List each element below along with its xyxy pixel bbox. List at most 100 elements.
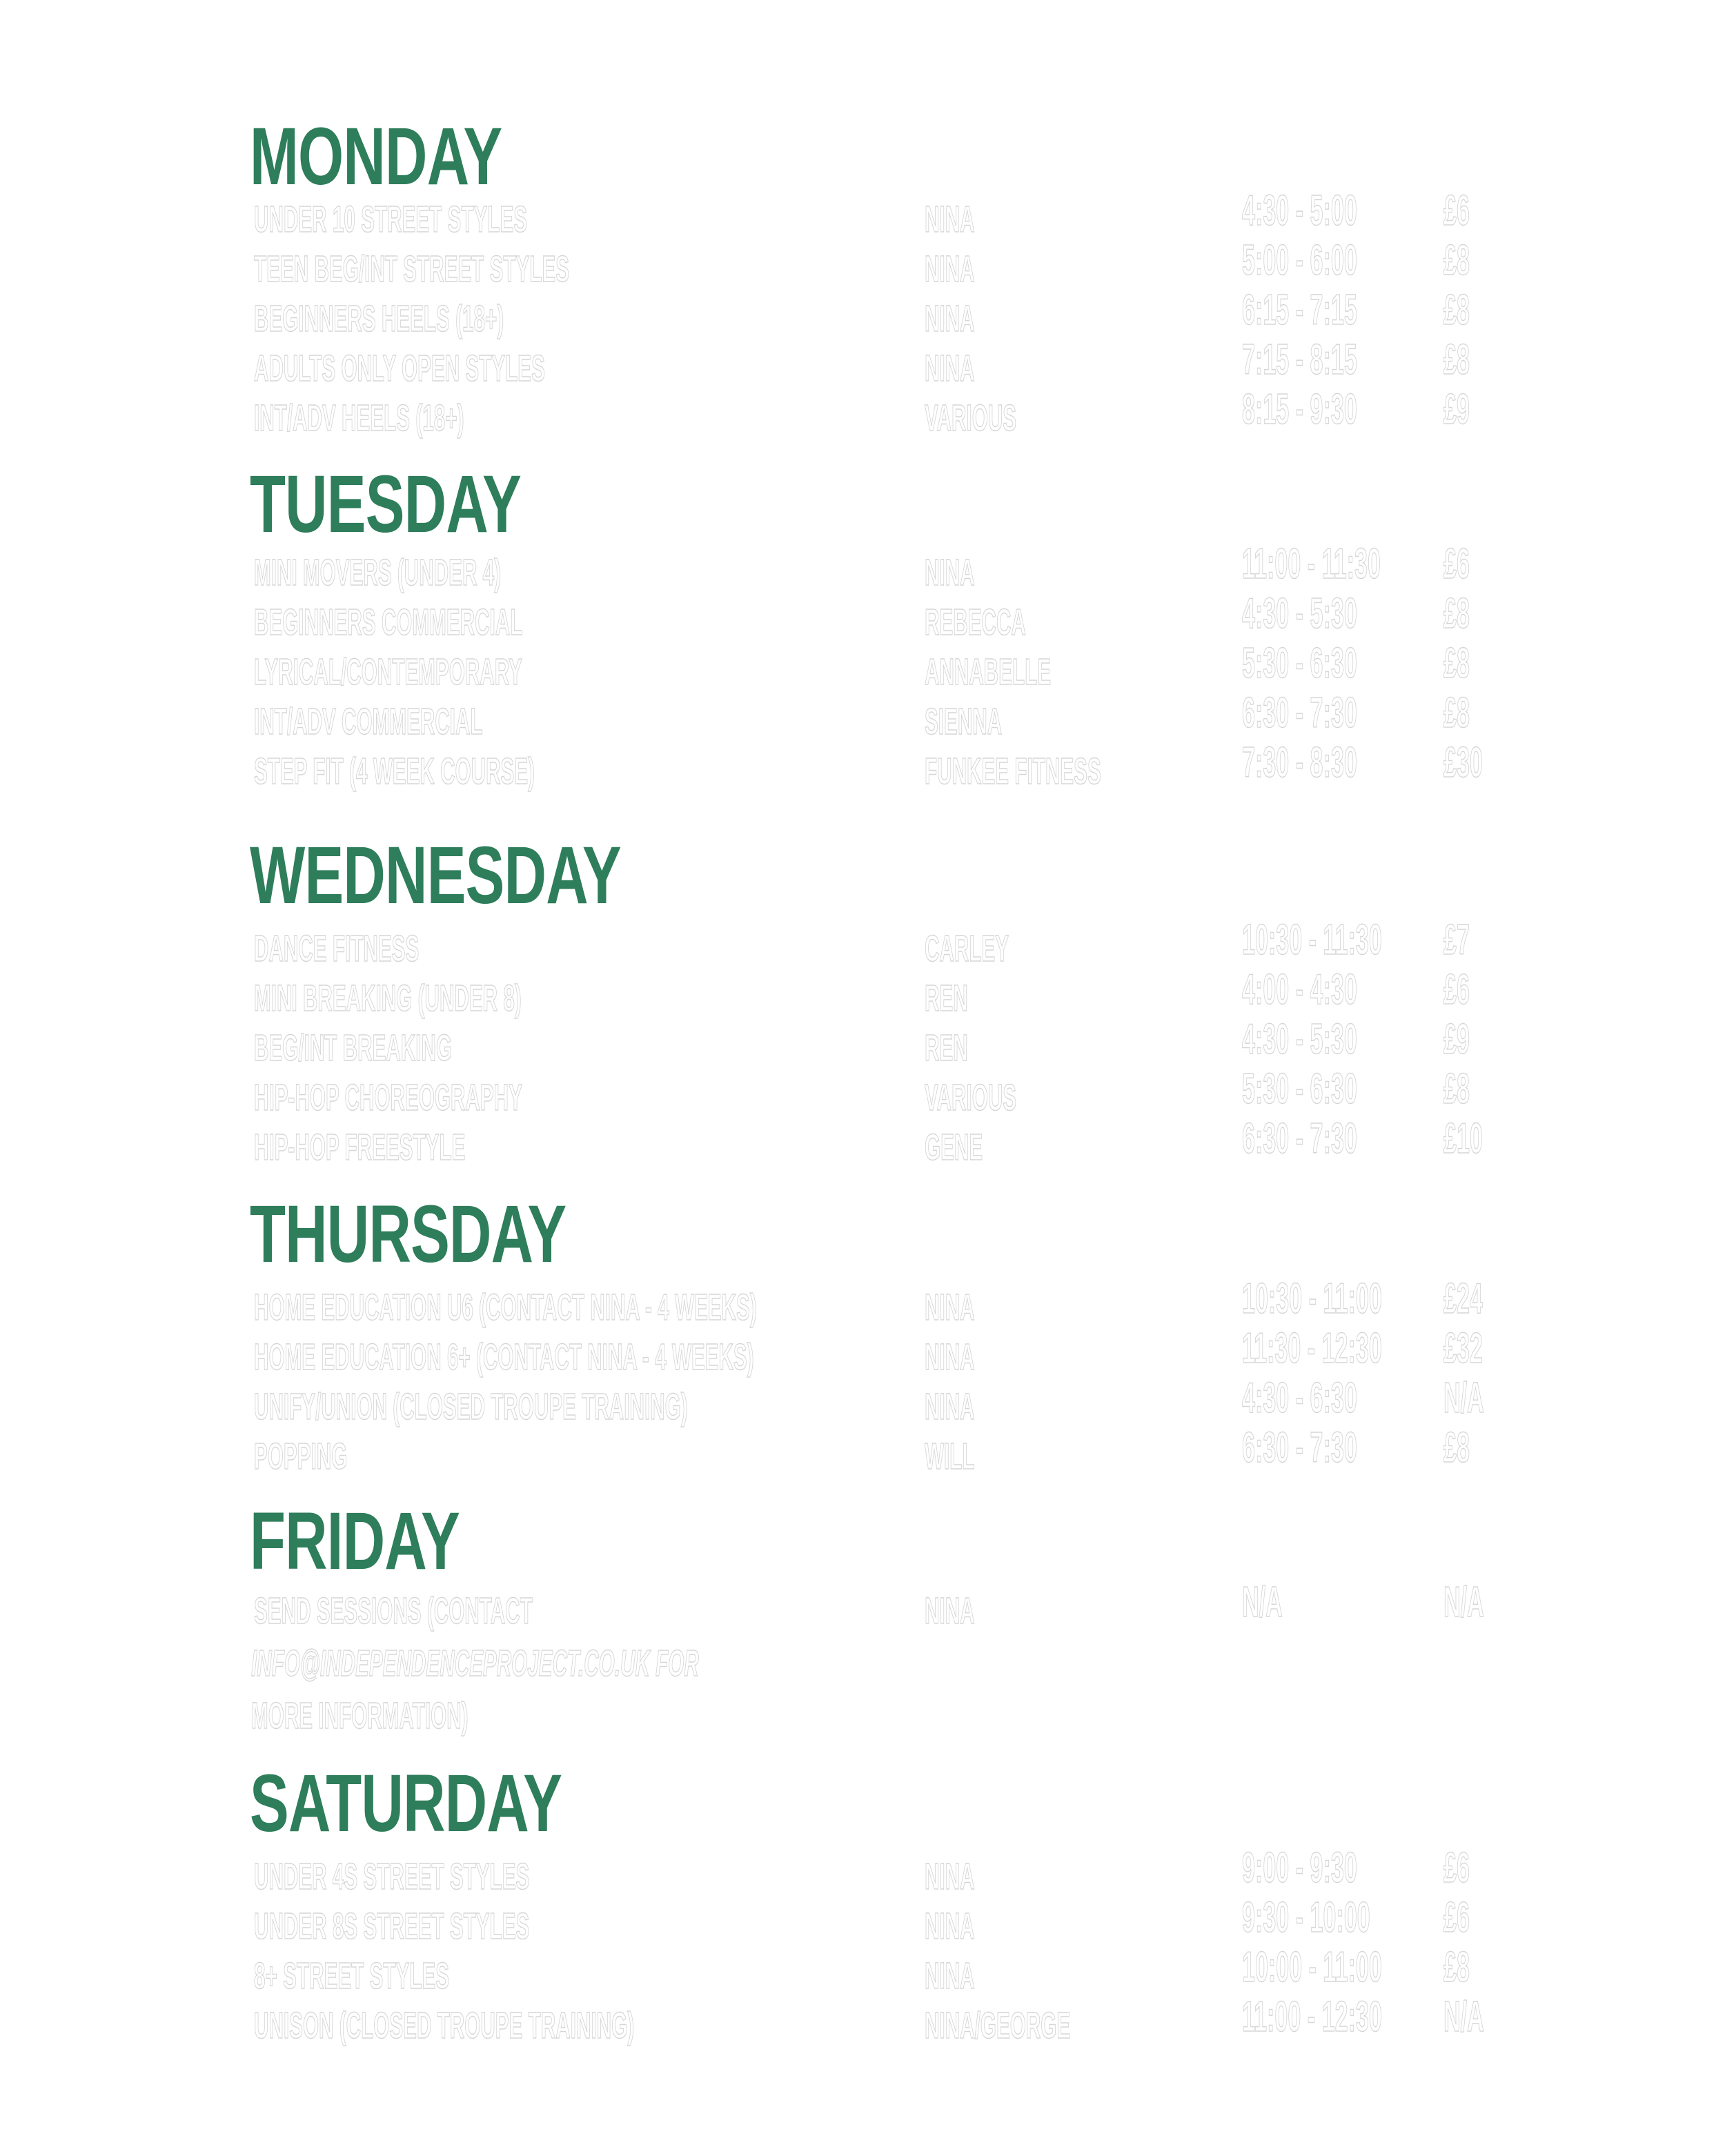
class-teacher: GENE	[925, 1126, 983, 1169]
contact-email-link[interactable]: INFO@INDEPENDENCEPROJECT.CO.UK FOR	[251, 1642, 700, 1685]
class-price: £8	[1443, 689, 1470, 737]
class-class: UNDER 8S STREET STYLES	[254, 1905, 530, 1948]
class-time: 7:30 - 8:30	[1242, 739, 1358, 787]
class-class: TEEN BEG/INT STREET STYLES	[254, 248, 570, 290]
class-time: 8:15 - 9:30	[1242, 386, 1358, 433]
class-teacher: NINA	[925, 297, 975, 340]
class-price: £32	[1443, 1325, 1483, 1372]
class-teacher: NINA	[925, 1385, 975, 1428]
class-price: £6	[1443, 1844, 1470, 1892]
class-time: 9:30 - 10:00	[1242, 1894, 1371, 1941]
class-teacher: NINA	[925, 248, 975, 290]
class-row: INT/ADV HEELS (18+) VARIOUS 8:15 - 9:30 £9	[0, 388, 1725, 439]
class-price: £9	[1443, 1016, 1470, 1063]
class-row: DANCE FITNESS CARLEY 10:30 - 11:30 £7	[0, 918, 1725, 970]
class-class: HOME EDUCATION U6 (CONTACT NINA - 4 WEEK…	[254, 1286, 758, 1329]
class-class: SEND SESSIONS (CONTACT	[254, 1590, 533, 1632]
class-price: £8	[1443, 286, 1470, 334]
class-teacher: WILL	[925, 1435, 975, 1478]
day-heading: WEDNESDAY	[250, 830, 622, 921]
class-row: HOME EDUCATION U6 (CONTACT NINA - 4 WEEK…	[0, 1277, 1725, 1329]
class-price: £6	[1443, 187, 1470, 235]
class-class: DANCE FITNESS	[254, 927, 420, 970]
class-class: UNDER 10 STREET STYLES	[254, 198, 528, 241]
class-time: 6:30 - 7:30	[1242, 689, 1358, 737]
class-teacher: NINA	[925, 198, 975, 241]
class-time: N/A	[1242, 1579, 1283, 1626]
class-teacher: VARIOUS	[925, 397, 1017, 439]
class-price: £8	[1443, 1424, 1470, 1472]
class-class: HIP-HOP CHOREOGRAPHY	[254, 1076, 523, 1119]
class-price: N/A	[1443, 1579, 1485, 1626]
class-class: UNIFY/UNION (CLOSED TROUPE TRAINING)	[254, 1385, 688, 1428]
class-time: 4:00 - 4:30	[1242, 966, 1358, 1013]
class-teacher: NINA	[925, 1286, 975, 1329]
class-teacher: ANNABELLE	[925, 651, 1052, 693]
class-teacher: NINA	[925, 1955, 975, 1997]
day-heading: MONDAY	[250, 111, 502, 202]
class-row: UNDER 4S STREET STYLES NINA 9:00 - 9:30 £6	[0, 1846, 1725, 1898]
class-teacher: NINA	[925, 551, 975, 594]
class-row: ADULTS ONLY OPEN STYLES NINA 7:15 - 8:15 £8	[0, 338, 1725, 390]
class-time: 4:30 - 5:30	[1242, 1016, 1358, 1063]
class-row: LYRICAL/CONTEMPORARY ANNABELLE 5:30 - 6:30…	[0, 642, 1725, 693]
class-price: £8	[1443, 237, 1470, 284]
day-heading: FRIDAY	[250, 1496, 460, 1587]
class-price: £8	[1443, 336, 1470, 384]
class-time: 9:00 - 9:30	[1242, 1844, 1358, 1892]
class-price: £30	[1443, 739, 1483, 787]
class-teacher: VARIOUS	[925, 1076, 1017, 1119]
class-class: ADULTS ONLY OPEN STYLES	[254, 347, 546, 390]
class-time: 4:30 - 5:00	[1242, 187, 1358, 235]
class-class: BEGINNERS HEELS (18+)	[254, 297, 504, 340]
class-price: £6	[1443, 540, 1470, 588]
class-time: 11:00 - 12:30	[1242, 1993, 1383, 2041]
class-time: 4:30 - 6:30	[1242, 1374, 1358, 1422]
class-time: 10:30 - 11:00	[1242, 1275, 1383, 1323]
class-price: £10	[1443, 1115, 1483, 1163]
class-class: UNISON (CLOSED TROUPE TRAINING)	[254, 2004, 635, 2047]
class-price: £8	[1443, 1944, 1470, 1991]
class-row: HIP-HOP FREESTYLE GENE 6:30 - 7:30 £10	[0, 1117, 1725, 1169]
class-time: 4:30 - 5:30	[1242, 590, 1358, 637]
class-class: INT/ADV HEELS (18+)	[254, 397, 464, 439]
note-text: MORE INFORMATION)	[251, 1694, 469, 1737]
class-class: BEGINNERS COMMERCIAL	[254, 601, 523, 644]
class-price: N/A	[1443, 1374, 1485, 1422]
class-price: £6	[1443, 1894, 1470, 1941]
class-teacher: NINA	[925, 347, 975, 390]
class-row: HOME EDUCATION 6+ (CONTACT NINA - 4 WEEK…	[0, 1327, 1725, 1378]
class-class: LYRICAL/CONTEMPORARY	[254, 651, 523, 693]
class-time: 6:30 - 7:30	[1242, 1424, 1358, 1472]
class-row: HIP-HOP CHOREOGRAPHY VARIOUS 5:30 - 6:30 £8	[0, 1067, 1725, 1119]
class-row: BEG/INT BREAKING REN 4:30 - 5:30 £9	[0, 1018, 1725, 1069]
class-time: 6:15 - 7:15	[1242, 286, 1358, 334]
class-row: INT/ADV COMMERCIAL SIENNA 6:30 - 7:30 £8	[0, 691, 1725, 743]
class-time: 7:15 - 8:15	[1242, 336, 1358, 384]
class-teacher: NINA	[925, 1336, 975, 1378]
class-time: 5:00 - 6:00	[1242, 237, 1358, 284]
class-teacher: FUNKEE FITNESS	[925, 750, 1102, 793]
day-heading: THURSDAY	[250, 1189, 566, 1280]
class-time: 6:30 - 7:30	[1242, 1115, 1358, 1163]
class-row: BEGINNERS HEELS (18+) NINA 6:15 - 7:15 £8	[0, 288, 1725, 340]
class-teacher: NINA	[925, 1855, 975, 1898]
day-heading: TUESDAY	[250, 459, 522, 550]
class-price: £9	[1443, 386, 1470, 433]
class-price: £24	[1443, 1275, 1483, 1323]
class-time: 5:30 - 6:30	[1242, 640, 1358, 687]
class-class: BEG/INT BREAKING	[254, 1027, 453, 1069]
class-class: HOME EDUCATION 6+ (CONTACT NINA - 4 WEEK…	[254, 1336, 754, 1378]
class-price: N/A	[1443, 1993, 1485, 2041]
class-row: UNIFY/UNION (CLOSED TROUPE TRAINING) NINA…	[0, 1376, 1725, 1428]
class-time: 11:30 - 12:30	[1242, 1325, 1383, 1372]
class-teacher: REN	[925, 1027, 969, 1069]
class-teacher: NINA/GEORGE	[925, 2004, 1071, 2047]
class-row: MINI BREAKING (UNDER 8) REN 4:00 - 4:30 £6	[0, 968, 1725, 1020]
class-row: BEGINNERS COMMERCIAL REBECCA 4:30 - 5:30 £8	[0, 592, 1725, 644]
class-time: 10:30 - 11:30	[1242, 916, 1383, 964]
class-row: UNISON (CLOSED TROUPE TRAINING) NINA/GEOR…	[0, 1995, 1725, 2047]
class-class: STEP FIT (4 WEEK COURSE)	[254, 750, 535, 793]
class-class: MINI MOVERS (UNDER 4)	[254, 551, 502, 594]
class-row: 8+ STREET STYLES NINA 10:00 - 11:00 £8	[0, 1946, 1725, 1997]
